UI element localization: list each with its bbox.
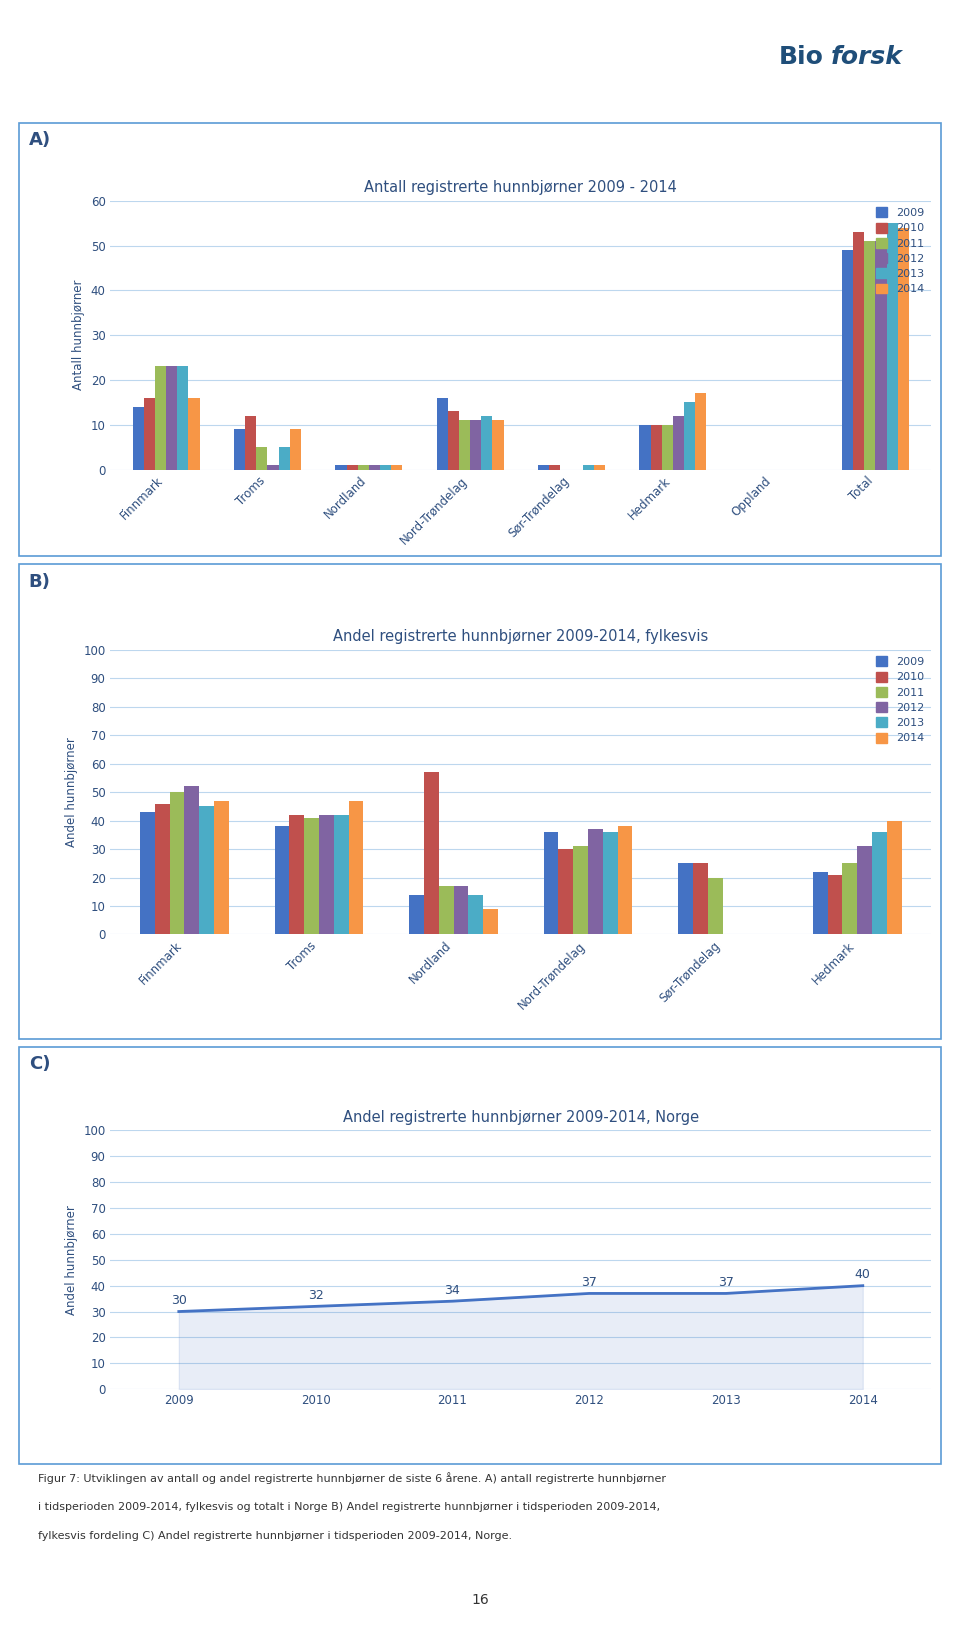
- Bar: [369, 465, 380, 470]
- Bar: [391, 465, 402, 470]
- Text: Bio: Bio: [779, 46, 823, 69]
- Bar: [481, 416, 492, 470]
- Bar: [887, 222, 898, 470]
- Bar: [693, 864, 708, 934]
- Bar: [437, 398, 447, 470]
- Bar: [470, 420, 481, 470]
- Bar: [245, 416, 256, 470]
- Bar: [673, 416, 684, 470]
- Bar: [459, 420, 470, 470]
- Bar: [617, 826, 633, 934]
- Text: forsk: forsk: [830, 46, 902, 69]
- Bar: [155, 803, 170, 934]
- Bar: [583, 465, 593, 470]
- Bar: [200, 807, 214, 934]
- Bar: [492, 420, 504, 470]
- Bar: [857, 846, 872, 934]
- Text: 16: 16: [471, 1592, 489, 1607]
- Bar: [447, 411, 459, 470]
- Bar: [678, 864, 693, 934]
- Bar: [268, 465, 278, 470]
- Text: 40: 40: [854, 1268, 871, 1281]
- Text: i tidsperioden 2009-2014, fylkesvis og totalt i Norge B) Andel registrerte hunnb: i tidsperioden 2009-2014, fylkesvis og t…: [38, 1502, 660, 1512]
- Bar: [898, 227, 909, 470]
- Bar: [708, 877, 723, 934]
- Legend: 2009, 2010, 2011, 2012, 2013, 2014: 2009, 2010, 2011, 2012, 2013, 2014: [872, 203, 929, 299]
- Bar: [334, 815, 348, 934]
- Bar: [603, 833, 617, 934]
- Bar: [424, 772, 439, 934]
- Bar: [144, 398, 155, 470]
- Bar: [453, 887, 468, 934]
- Text: 34: 34: [444, 1284, 460, 1297]
- Bar: [234, 429, 245, 470]
- Text: Figur 7: Utviklingen av antall og andel registrerte hunnbjørner de siste 6 årene: Figur 7: Utviklingen av antall og andel …: [38, 1472, 666, 1484]
- Bar: [887, 821, 901, 934]
- Bar: [256, 447, 268, 470]
- Bar: [813, 872, 828, 934]
- Bar: [468, 895, 483, 934]
- Text: 32: 32: [308, 1289, 324, 1302]
- Bar: [549, 465, 561, 470]
- Bar: [559, 849, 573, 934]
- Bar: [335, 465, 347, 470]
- Bar: [684, 402, 695, 470]
- Bar: [842, 864, 857, 934]
- Y-axis label: Andel hunnbjørner: Andel hunnbjørner: [64, 738, 78, 847]
- Bar: [593, 465, 605, 470]
- Bar: [695, 393, 707, 470]
- Bar: [853, 232, 864, 470]
- Bar: [348, 800, 364, 934]
- Bar: [275, 826, 289, 934]
- Bar: [289, 815, 304, 934]
- Text: C): C): [29, 1055, 50, 1073]
- Bar: [543, 833, 559, 934]
- Bar: [409, 895, 424, 934]
- Bar: [380, 465, 391, 470]
- Bar: [214, 800, 228, 934]
- Text: B): B): [29, 573, 51, 591]
- Text: 37: 37: [581, 1276, 597, 1289]
- Bar: [304, 818, 319, 934]
- Title: Andel registrerte hunnbjørner 2009-2014, Norge: Andel registrerte hunnbjørner 2009-2014,…: [343, 1111, 699, 1126]
- Bar: [651, 425, 661, 470]
- Text: 37: 37: [718, 1276, 734, 1289]
- Y-axis label: Antall hunnbjørner: Antall hunnbjørner: [72, 280, 85, 391]
- Legend: 2009, 2010, 2011, 2012, 2013, 2014: 2009, 2010, 2011, 2012, 2013, 2014: [872, 653, 929, 748]
- Bar: [358, 465, 369, 470]
- Bar: [290, 429, 300, 470]
- Bar: [864, 240, 876, 470]
- Bar: [140, 811, 155, 934]
- Bar: [319, 815, 334, 934]
- Bar: [166, 366, 178, 470]
- Bar: [872, 833, 887, 934]
- Bar: [278, 447, 290, 470]
- Bar: [639, 425, 651, 470]
- Bar: [538, 465, 549, 470]
- Bar: [828, 875, 842, 934]
- Text: fylkesvis fordeling C) Andel registrerte hunnbjørner i tidsperioden 2009-2014, N: fylkesvis fordeling C) Andel registrerte…: [38, 1531, 513, 1541]
- Bar: [876, 240, 887, 470]
- Bar: [347, 465, 358, 470]
- Bar: [842, 250, 853, 470]
- Bar: [573, 846, 588, 934]
- Bar: [132, 407, 144, 470]
- Y-axis label: Andel hunnbjørner: Andel hunnbjørner: [64, 1204, 78, 1315]
- Bar: [184, 787, 200, 934]
- Title: Antall registrerte hunnbjørner 2009 - 2014: Antall registrerte hunnbjørner 2009 - 20…: [365, 180, 677, 195]
- Bar: [439, 887, 453, 934]
- Bar: [170, 792, 184, 934]
- Text: A): A): [29, 131, 51, 149]
- Title: Andel registrerte hunnbjørner 2009-2014, fylkesvis: Andel registrerte hunnbjørner 2009-2014,…: [333, 630, 708, 645]
- Text: 30: 30: [171, 1294, 187, 1307]
- Bar: [661, 425, 673, 470]
- Bar: [188, 398, 200, 470]
- Bar: [155, 366, 166, 470]
- Bar: [588, 829, 603, 934]
- Bar: [178, 366, 188, 470]
- Bar: [483, 910, 498, 934]
